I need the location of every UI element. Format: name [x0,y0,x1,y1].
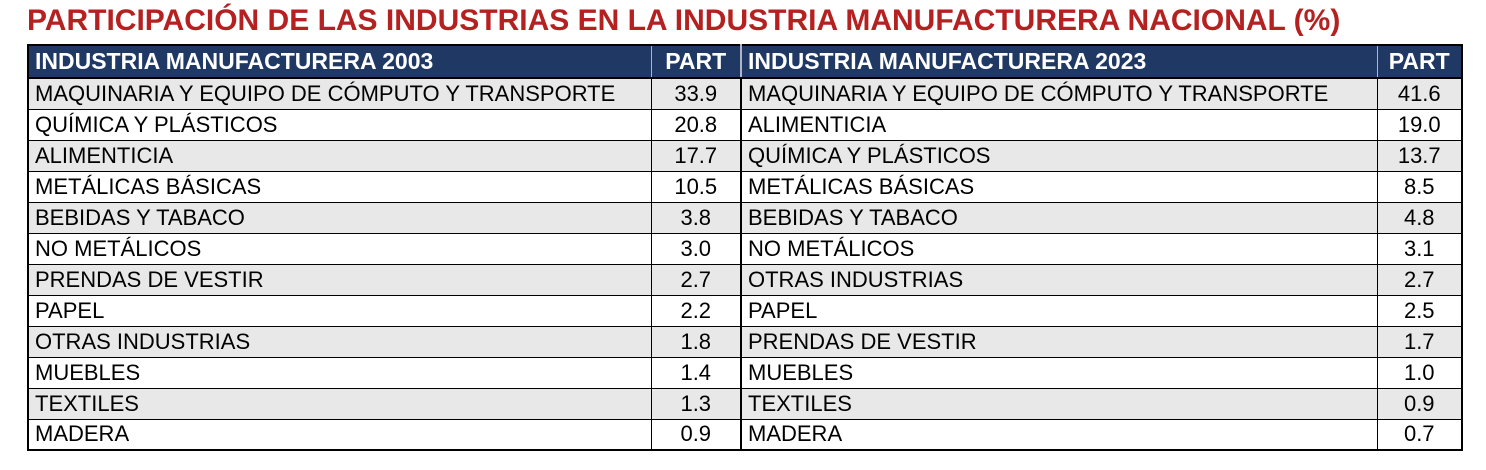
industry-name-2023: METÁLICAS BÁSICAS [740,170,1378,203]
industry-name-2003: QUÍMICA Y PLÁSTICOS [27,108,652,141]
part-value-2023: 2.5 [1376,294,1463,327]
industry-name-2023: MUEBLES [740,356,1378,389]
industry-name-2003: TEXTILES [27,387,652,420]
industry-name-2023: MAQUINARIA Y EQUIPO DE CÓMPUTO Y TRANSPO… [740,77,1378,110]
part-value-2023: 4.8 [1376,201,1463,234]
industry-name-2023: ALIMENTICIA [740,108,1378,141]
industry-name-2023: TEXTILES [740,387,1378,420]
industry-name-2023: BEBIDAS Y TABACO [740,201,1378,234]
part-value-2023: 2.7 [1376,263,1463,296]
part-value-2003: 1.4 [650,356,742,389]
table-row: NO METÁLICOS 3.0 NO METÁLICOS 3.1 [27,232,1463,265]
table-row: PAPEL 2.2 PAPEL 2.5 [27,294,1463,327]
part-value-2003: 1.3 [650,387,742,420]
header-row: INDUSTRIA MANUFACTURERA 2003 PART INDUST… [28,45,1462,79]
table-row: MAQUINARIA Y EQUIPO DE CÓMPUTO Y TRANSPO… [27,77,1463,110]
header-industry-2003: INDUSTRIA MANUFACTURERA 2003 [28,45,651,79]
table-row: TEXTILES 1.3 TEXTILES 0.9 [27,387,1463,420]
industry-name-2003: METÁLICAS BÁSICAS [27,170,652,203]
table-row: OTRAS INDUSTRIAS 1.8 PRENDAS DE VESTIR 1… [27,325,1463,358]
part-value-2003: 3.8 [650,201,742,234]
industry-name-2023: OTRAS INDUSTRIAS [740,263,1378,296]
part-value-2023: 0.7 [1376,418,1463,451]
industry-name-2003: MADERA [27,418,652,451]
industry-name-2003: MUEBLES [27,356,652,389]
part-value-2003: 17.7 [650,139,742,172]
industry-name-2023: PAPEL [740,294,1378,327]
part-value-2023: 1.0 [1376,356,1463,389]
table-row: METÁLICAS BÁSICAS 10.5 METÁLICAS BÁSICAS… [27,170,1463,203]
part-value-2023: 41.6 [1376,77,1463,110]
industry-name-2003: BEBIDAS Y TABACO [27,201,652,234]
part-value-2003: 0.9 [650,418,742,451]
industry-name-2003: MAQUINARIA Y EQUIPO DE CÓMPUTO Y TRANSPO… [27,77,652,110]
part-value-2023: 3.1 [1376,232,1463,265]
part-value-2003: 3.0 [650,232,742,265]
table-row: MUEBLES 1.4 MUEBLES 1.0 [27,356,1463,389]
header-part-2023: PART [1376,45,1462,79]
industry-name-2003: PRENDAS DE VESTIR [27,263,652,296]
chart-title: PARTICIPACIÓN DE LAS INDUSTRIAS EN LA IN… [27,4,1341,37]
industry-name-2003: OTRAS INDUSTRIAS [27,325,652,358]
part-value-2003: 20.8 [650,108,742,141]
part-value-2003: 1.8 [650,325,742,358]
participation-table: INDUSTRIA MANUFACTURERA 2003 PART INDUST… [27,44,1463,451]
part-value-2023: 1.7 [1376,325,1463,358]
industry-name-2023: MADERA [740,418,1378,451]
table-row: PRENDAS DE VESTIR 2.7 OTRAS INDUSTRIAS 2… [27,263,1463,296]
header-part-2003: PART [650,45,741,79]
industry-name-2003: ALIMENTICIA [27,139,652,172]
table-row: ALIMENTICIA 17.7 QUÍMICA Y PLÁSTICOS 13.… [27,139,1463,172]
part-value-2003: 10.5 [650,170,742,203]
table-row: BEBIDAS Y TABACO 3.8 BEBIDAS Y TABACO 4.… [27,201,1463,234]
industry-name-2003: PAPEL [27,294,652,327]
part-value-2003: 33.9 [650,77,742,110]
industry-name-2023: QUÍMICA Y PLÁSTICOS [740,139,1378,172]
header-industry-2023: INDUSTRIA MANUFACTURERA 2023 [740,45,1377,79]
industry-name-2023: PRENDAS DE VESTIR [740,325,1378,358]
part-value-2023: 19.0 [1376,108,1463,141]
part-value-2003: 2.2 [650,294,742,327]
part-value-2023: 13.7 [1376,139,1463,172]
table-row: QUÍMICA Y PLÁSTICOS 20.8 ALIMENTICIA 19.… [27,108,1463,141]
part-value-2003: 2.7 [650,263,742,296]
industry-name-2023: NO METÁLICOS [740,232,1378,265]
table-row: MADERA 0.9 MADERA 0.7 [27,418,1463,451]
part-value-2023: 0.9 [1376,387,1463,420]
industry-name-2003: NO METÁLICOS [27,232,652,265]
part-value-2023: 8.5 [1376,170,1463,203]
